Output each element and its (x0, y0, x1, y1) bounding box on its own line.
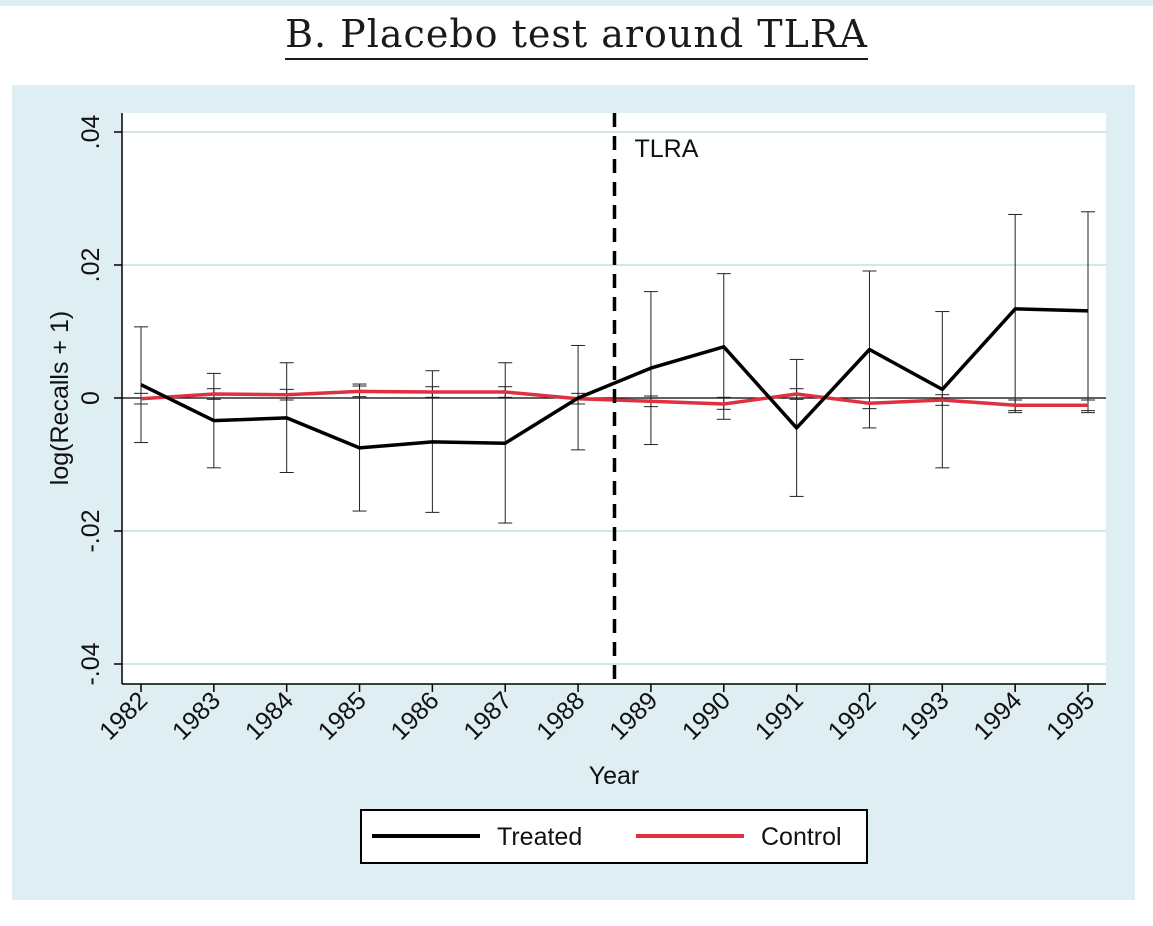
x-tick-label: 1985 (313, 686, 372, 745)
y-tick-label: .04 (77, 115, 105, 150)
y-tick-label: .02 (77, 248, 105, 283)
figure-title: B. Placebo test around TLRA (0, 12, 1153, 60)
legend-label-treated: Treated (497, 823, 582, 851)
x-tick-label: 1993 (895, 686, 954, 745)
x-tick-label: 1982 (94, 686, 153, 745)
tlra-label: TLRA (635, 135, 699, 163)
legend-label-control: Control (761, 823, 842, 851)
y-tick-label: -.02 (77, 509, 105, 552)
x-tick-label: 1989 (604, 686, 663, 745)
y-axis-label: log(Recalls + 1) (46, 311, 74, 485)
x-tick-label: 1992 (823, 686, 882, 745)
top-strip (0, 0, 1153, 6)
x-tick-label: 1990 (677, 686, 736, 745)
x-tick-label: 1983 (167, 686, 226, 745)
y-tick-label: -.04 (77, 642, 105, 685)
x-tick-label: 1991 (750, 686, 809, 745)
figure-title-text: B. Placebo test around TLRA (285, 12, 868, 60)
x-tick-label: 1988 (531, 686, 590, 745)
x-tick-label: 1995 (1041, 686, 1100, 745)
x-tick-label: 1984 (240, 686, 299, 745)
x-tick-label: 1994 (968, 686, 1027, 745)
tlra-line-group: TLRA (612, 113, 699, 684)
x-axis-label: Year (589, 762, 640, 790)
series-line-treated (140, 307, 1089, 450)
y-tick-label: 0 (77, 391, 105, 405)
x-tick-label: 1987 (458, 686, 517, 745)
x-tick-label: 1986 (385, 686, 444, 745)
legend: Treated Control (360, 809, 868, 864)
